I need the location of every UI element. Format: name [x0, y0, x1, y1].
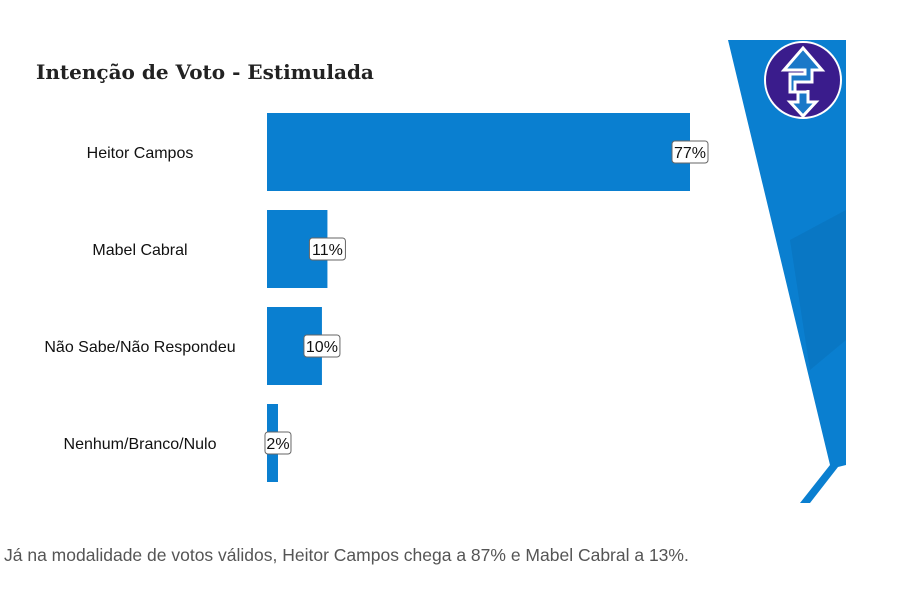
- value-label-box: [264, 431, 292, 455]
- value-label-box: [303, 334, 341, 358]
- category-label: Não Sabe/Não Respondeu: [44, 339, 235, 356]
- decorative-background: [728, 40, 846, 503]
- value-label-box: [671, 140, 709, 164]
- value-label-box: [308, 237, 346, 261]
- chart-image: Intenção de Voto - Estimulada Heitor Cam…: [0, 40, 846, 503]
- bar-chart: Heitor Campos 77% Mabel Cabral 11% Não Sabe/…: [44, 113, 709, 482]
- category-label: Mabel Cabral: [92, 242, 187, 259]
- logo-icon: [764, 41, 842, 119]
- category-label: Heitor Campos: [87, 145, 194, 162]
- chart-title: Intenção de Voto - Estimulada: [36, 60, 374, 84]
- value-label: 10%: [306, 339, 338, 356]
- blue-banner-shape: [728, 40, 846, 503]
- article-caption: Já na modalidade de votos válidos, Heito…: [4, 545, 689, 565]
- category-label: Nenhum/Branco/Nulo: [64, 436, 217, 453]
- bar: [267, 113, 690, 191]
- value-label: 2%: [266, 436, 289, 453]
- banner-facet: [790, 210, 846, 370]
- value-label: 77%: [674, 145, 706, 162]
- value-label: 11%: [312, 242, 343, 259]
